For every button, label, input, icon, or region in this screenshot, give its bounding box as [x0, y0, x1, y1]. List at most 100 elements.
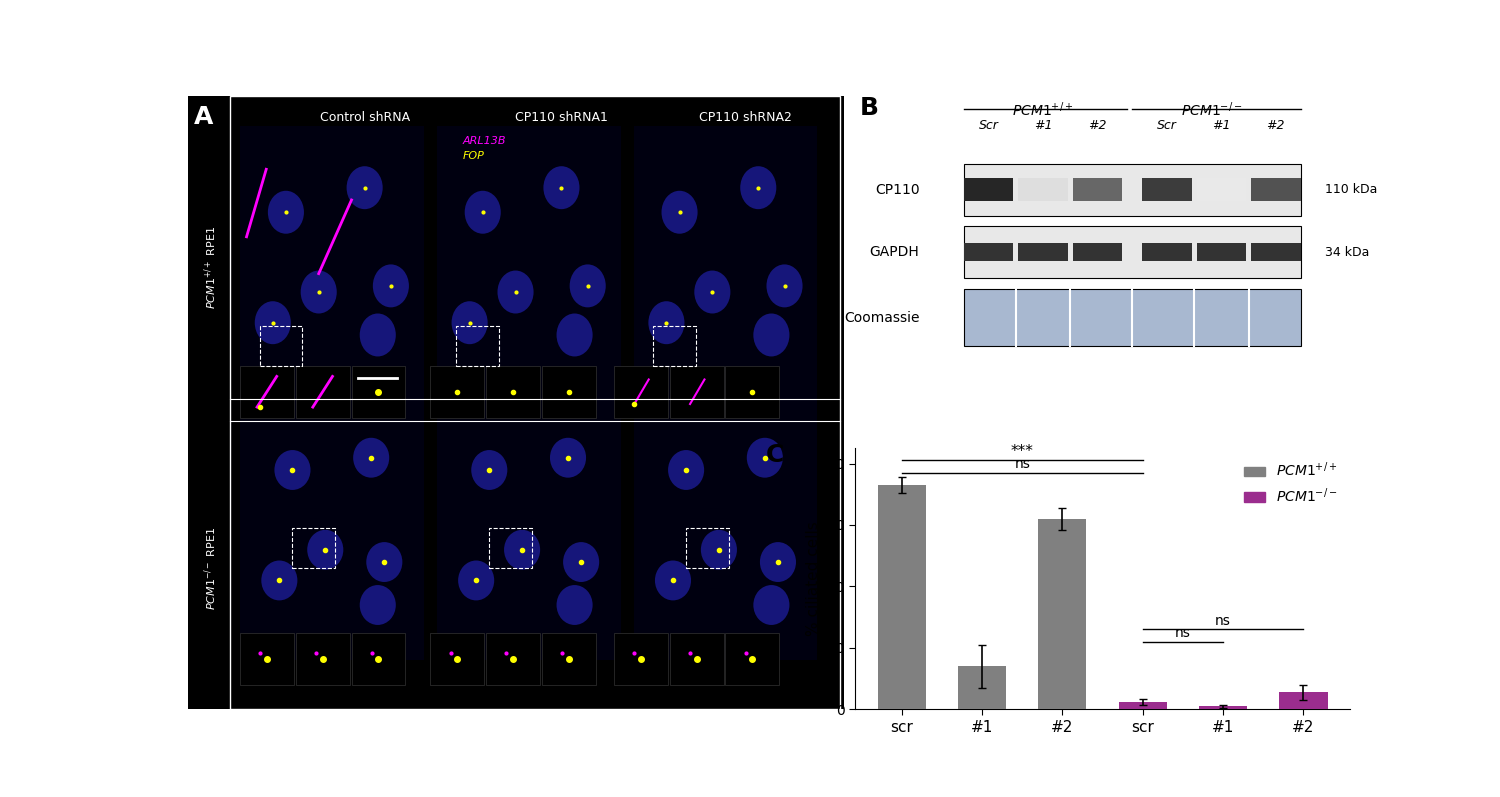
- Ellipse shape: [556, 585, 592, 625]
- Text: FOP: FOP: [464, 151, 484, 161]
- Text: ns: ns: [1174, 626, 1191, 640]
- Bar: [296, 633, 350, 685]
- Ellipse shape: [360, 313, 396, 356]
- Bar: [489, 528, 532, 568]
- Bar: [240, 633, 294, 685]
- Ellipse shape: [760, 542, 796, 582]
- Text: $PCM1^{-/-}$: $PCM1^{-/-}$: [1180, 101, 1242, 120]
- Bar: [1072, 178, 1122, 202]
- Text: B: B: [859, 96, 879, 120]
- Ellipse shape: [261, 560, 297, 600]
- Text: ARL13B: ARL13B: [464, 135, 507, 146]
- Ellipse shape: [740, 167, 777, 209]
- Bar: [1142, 243, 1191, 261]
- Bar: [669, 633, 723, 685]
- Bar: [726, 366, 780, 418]
- Bar: [1072, 243, 1122, 261]
- Ellipse shape: [268, 190, 304, 234]
- Bar: [1280, 693, 1328, 709]
- Ellipse shape: [662, 190, 698, 234]
- Bar: [1119, 701, 1167, 709]
- Bar: [1251, 243, 1300, 261]
- Bar: [351, 366, 405, 418]
- Text: ***: ***: [1011, 444, 1034, 459]
- Ellipse shape: [543, 167, 579, 209]
- Bar: [1142, 178, 1191, 202]
- Text: $PCM1^{+/+}$ RPE1: $PCM1^{+/+}$ RPE1: [202, 226, 219, 309]
- Text: Coomassie: Coomassie: [844, 311, 920, 324]
- Text: C: C: [766, 443, 784, 467]
- Text: Scr: Scr: [1156, 119, 1178, 132]
- Ellipse shape: [556, 313, 592, 356]
- Ellipse shape: [498, 270, 534, 313]
- Ellipse shape: [668, 450, 704, 490]
- Bar: [633, 126, 818, 396]
- Ellipse shape: [550, 438, 586, 477]
- Text: #2: #2: [1266, 119, 1286, 132]
- Ellipse shape: [360, 585, 396, 625]
- Text: GAPDH: GAPDH: [870, 245, 919, 259]
- Text: CP110: CP110: [874, 183, 920, 197]
- Bar: [964, 178, 1014, 202]
- Ellipse shape: [346, 167, 382, 209]
- Bar: [292, 528, 334, 568]
- Bar: [240, 391, 423, 660]
- Ellipse shape: [452, 301, 488, 344]
- Bar: [1197, 243, 1246, 261]
- Bar: [430, 633, 484, 685]
- Y-axis label: % ciliated cells: % ciliated cells: [807, 521, 822, 636]
- Text: #1: #1: [1212, 119, 1230, 132]
- Text: 34 kDa: 34 kDa: [1326, 245, 1370, 259]
- Text: 110 kDa: 110 kDa: [1326, 183, 1377, 196]
- Bar: [1251, 178, 1300, 202]
- Ellipse shape: [648, 301, 684, 344]
- Ellipse shape: [374, 265, 410, 308]
- Ellipse shape: [694, 270, 730, 313]
- Text: A: A: [194, 105, 213, 129]
- Bar: [686, 528, 729, 568]
- Text: #1: #1: [1034, 119, 1053, 132]
- Ellipse shape: [753, 313, 789, 356]
- Bar: [436, 126, 621, 396]
- Ellipse shape: [656, 560, 692, 600]
- Bar: [260, 326, 303, 366]
- Bar: [1019, 243, 1068, 261]
- Text: ns: ns: [1014, 457, 1031, 471]
- Bar: [296, 366, 350, 418]
- Bar: [654, 326, 696, 366]
- Bar: [240, 126, 423, 396]
- Text: CP110 shRNA1: CP110 shRNA1: [514, 111, 608, 124]
- Bar: [542, 633, 596, 685]
- Text: Control shRNA: Control shRNA: [320, 111, 410, 124]
- Bar: [456, 326, 500, 366]
- Bar: [430, 366, 484, 418]
- Ellipse shape: [504, 530, 540, 570]
- Bar: [964, 243, 1014, 261]
- Bar: [633, 391, 818, 660]
- Text: #2: #2: [1089, 119, 1107, 132]
- Bar: [614, 633, 668, 685]
- Bar: [1197, 178, 1246, 202]
- Ellipse shape: [747, 438, 783, 477]
- Text: Scr: Scr: [980, 119, 999, 132]
- Bar: [542, 366, 596, 418]
- Ellipse shape: [570, 265, 606, 308]
- Ellipse shape: [352, 438, 388, 477]
- Bar: [958, 666, 1006, 709]
- Bar: [486, 633, 540, 685]
- Legend: $PCM1^{+/+}$, $PCM1^{-/-}$: $PCM1^{+/+}$, $PCM1^{-/-}$: [1239, 455, 1342, 510]
- Bar: [1198, 706, 1246, 709]
- Text: $PCM1^{-/-}$ RPE1: $PCM1^{-/-}$ RPE1: [202, 527, 219, 610]
- Text: ns: ns: [1215, 614, 1231, 628]
- Bar: [669, 366, 723, 418]
- Ellipse shape: [465, 190, 501, 234]
- Bar: [1038, 519, 1086, 709]
- Ellipse shape: [471, 450, 507, 490]
- Ellipse shape: [255, 301, 291, 344]
- Bar: [240, 366, 294, 418]
- Ellipse shape: [366, 542, 402, 582]
- Ellipse shape: [308, 530, 344, 570]
- Ellipse shape: [458, 560, 494, 600]
- Bar: [436, 391, 621, 660]
- Bar: [726, 633, 780, 685]
